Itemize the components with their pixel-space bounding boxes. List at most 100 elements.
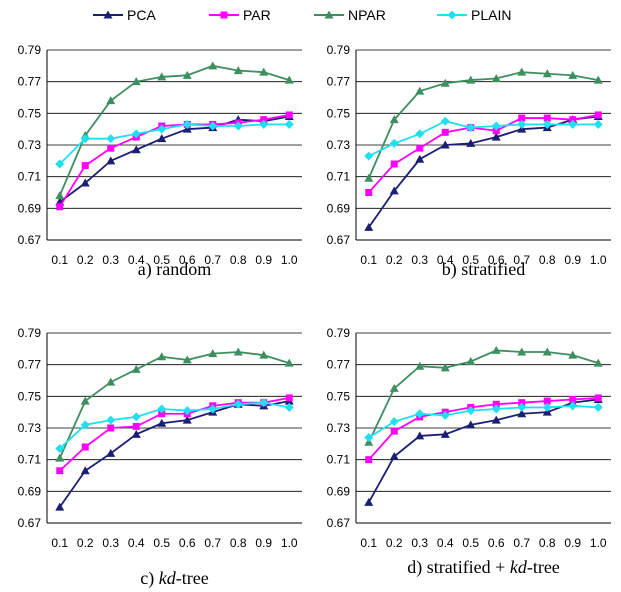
data-point xyxy=(81,443,89,451)
data-point xyxy=(284,75,294,84)
data-point xyxy=(157,352,167,361)
chart-panels: 0.67 0.69 0.71 0.73 0.75 0.77 0.79 0.1 0.2 0.3 0.4… xyxy=(18,43,611,589)
data-point xyxy=(466,420,476,429)
x-tick-label: 1.0 xyxy=(590,536,607,550)
y-tick-label: 0.67 xyxy=(18,233,42,247)
data-point xyxy=(593,402,603,412)
data-point xyxy=(517,402,527,412)
data-point xyxy=(285,111,293,119)
data-point xyxy=(594,394,602,402)
data-point xyxy=(389,138,399,148)
series-line xyxy=(367,398,599,503)
data-point xyxy=(517,67,527,76)
data-point xyxy=(518,399,526,407)
data-point xyxy=(56,203,64,211)
y-tick-label: 0.71 xyxy=(18,453,42,467)
data-point xyxy=(284,119,294,129)
data-point xyxy=(491,345,501,354)
series-npar xyxy=(364,345,603,446)
data-point xyxy=(389,115,399,124)
series-plain xyxy=(364,116,603,161)
panel-caption: a) random xyxy=(138,259,211,280)
y-tick-label: 0.73 xyxy=(18,138,42,152)
data-point xyxy=(182,406,192,416)
data-point xyxy=(466,357,476,365)
data-point xyxy=(56,467,64,475)
series-line xyxy=(368,120,599,157)
series-plain xyxy=(55,119,294,169)
legend-label: NPAR xyxy=(348,7,386,23)
x-tick-label: 0.9 xyxy=(255,253,272,267)
series-line xyxy=(368,397,599,461)
data-point xyxy=(107,144,115,152)
legend-marker xyxy=(447,10,457,20)
data-point xyxy=(284,358,294,367)
data-point xyxy=(568,119,578,129)
data-point xyxy=(568,70,578,79)
data-point xyxy=(259,350,269,359)
caption-italic: kd xyxy=(159,568,177,588)
series-line xyxy=(368,404,599,439)
data-point xyxy=(440,429,450,438)
data-point xyxy=(106,134,116,144)
x-tick-label: 0.1 xyxy=(360,253,377,267)
y-tick-label: 0.71 xyxy=(327,453,351,467)
data-point xyxy=(569,116,577,124)
legend-label: PCA xyxy=(127,7,156,23)
y-tick-label: 0.75 xyxy=(327,389,351,403)
x-tick-label: 0.2 xyxy=(386,536,403,550)
x-tick-label: 0.9 xyxy=(255,536,272,550)
data-point xyxy=(569,396,577,403)
data-point xyxy=(259,67,269,76)
data-point xyxy=(415,129,425,139)
data-point xyxy=(131,145,141,154)
legend-marker xyxy=(220,11,228,19)
legend-label: PLAIN xyxy=(471,7,511,23)
legend-marker xyxy=(103,10,113,19)
data-point xyxy=(517,409,527,418)
series-par xyxy=(56,394,293,475)
series-line xyxy=(59,400,290,508)
data-point xyxy=(55,502,65,511)
data-point xyxy=(491,404,501,414)
data-point xyxy=(131,412,141,422)
series-plain xyxy=(364,401,603,442)
data-point xyxy=(389,186,399,195)
data-point xyxy=(131,129,141,139)
data-point xyxy=(208,121,218,131)
y-tick-label: 0.69 xyxy=(327,484,351,498)
x-tick-label: 0.2 xyxy=(77,253,94,267)
data-point xyxy=(364,433,374,442)
data-point xyxy=(233,399,243,409)
chart-panel-3: 0.67 0.69 0.71 0.73 0.75 0.77 0.79 0.1 0.2 0.3 0.4… xyxy=(18,326,302,589)
data-point xyxy=(390,160,398,168)
panel-caption: c) kd-tree xyxy=(140,568,208,589)
y-tick-label: 0.79 xyxy=(327,43,351,57)
x-tick-label: 0.3 xyxy=(102,253,119,267)
data-point xyxy=(364,151,374,161)
y-tick-label: 0.69 xyxy=(18,484,42,498)
data-point xyxy=(543,397,551,405)
data-point xyxy=(415,86,425,95)
data-point xyxy=(81,162,89,170)
x-tick-label: 0.8 xyxy=(539,536,556,550)
data-point xyxy=(466,123,476,133)
series-npar xyxy=(364,67,603,182)
series-line xyxy=(367,349,599,443)
legend-item-pca: PCA xyxy=(93,7,156,23)
x-tick-label: 0.8 xyxy=(230,253,247,267)
data-point xyxy=(542,347,552,356)
caption-suffix: -tree xyxy=(527,557,560,577)
data-point xyxy=(440,410,450,420)
x-tick-label: 0.8 xyxy=(539,253,556,267)
x-tick-label: 0.7 xyxy=(204,536,221,550)
data-point xyxy=(157,134,167,143)
x-tick-label: 0.9 xyxy=(564,536,581,550)
data-point xyxy=(182,70,192,79)
data-point xyxy=(441,128,449,136)
y-tick-label: 0.71 xyxy=(327,170,351,184)
x-tick-label: 0.6 xyxy=(488,536,505,550)
data-point xyxy=(491,132,501,141)
data-point xyxy=(284,402,294,412)
